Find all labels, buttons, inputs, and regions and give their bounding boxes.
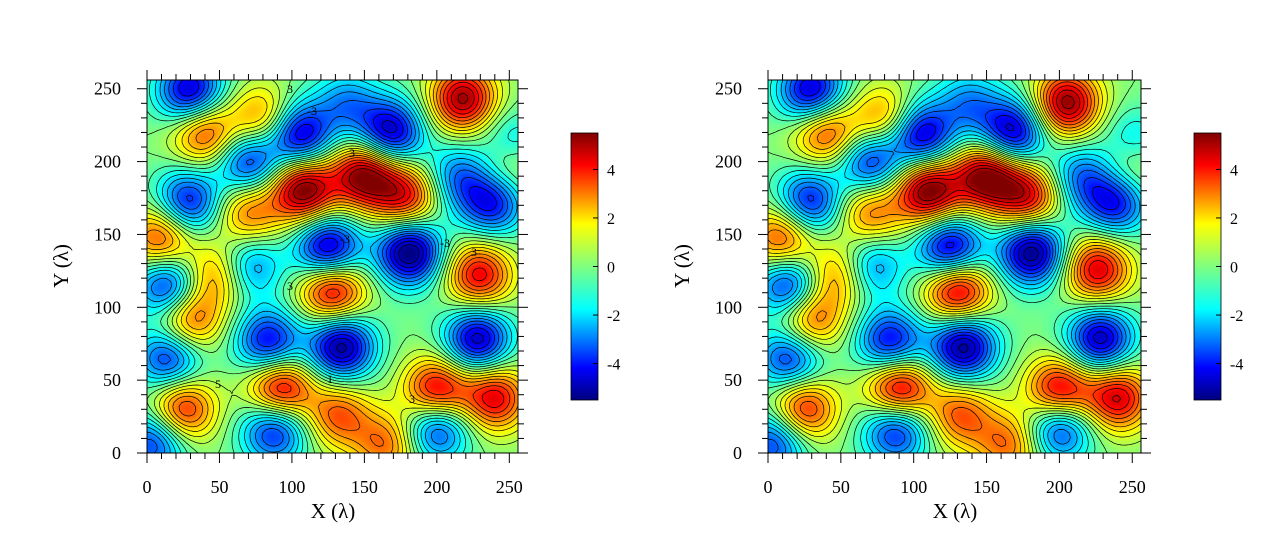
contour-label: 5 — [215, 377, 221, 391]
x-tick-label: 250 — [1119, 477, 1146, 497]
right-axis-ticks — [758, 70, 1151, 463]
colorbar-tick-label: -2 — [1230, 308, 1243, 325]
y-tick-label: 250 — [715, 79, 742, 99]
left-contour-lines — [146, 79, 519, 454]
right-heatmap-image — [768, 80, 1141, 453]
colorbar-tick-label: -2 — [607, 308, 620, 325]
colorbar-tick-label: 0 — [1230, 260, 1238, 277]
contour-label: 3 — [409, 392, 415, 406]
x-tick-label: 50 — [832, 477, 850, 497]
x-tick-label: 100 — [900, 477, 927, 497]
colorbar-tick-label: -4 — [607, 357, 620, 374]
colorbar-tick-label: 0 — [607, 260, 615, 277]
x-tick-label: 200 — [1046, 477, 1073, 497]
left-contour-labels: 3 3 3 3 3 -3 -3 -3 1 5 — [215, 82, 477, 406]
left-x-tick-labels: 0 50 100 150 200 250 — [143, 477, 523, 497]
right-colorbar: 4 2 0 -2 -4 — [1193, 132, 1243, 401]
right-colorbar-tick-labels: 4 2 0 -2 -4 — [1230, 162, 1243, 373]
x-tick-label: 250 — [496, 477, 523, 497]
y-tick-label: 100 — [715, 297, 742, 317]
x-tick-label: 50 — [210, 477, 228, 497]
colorbar-tick-label: -4 — [1230, 357, 1243, 374]
contour-label: 3 — [287, 279, 293, 293]
colorbar-tick-label: 4 — [607, 162, 615, 179]
left-colorbar-tick-labels: 4 2 0 -2 -4 — [607, 162, 620, 373]
y-tick-label: 100 — [94, 297, 121, 317]
left-axis-ticks — [137, 70, 528, 463]
left-colorbar: 4 2 0 -2 -4 — [570, 132, 620, 401]
right-y-tick-labels: 0 50 100 150 200 250 — [715, 79, 742, 463]
left-y-tick-labels: 0 50 100 150 200 250 — [94, 79, 121, 463]
right-colorbar-ticks — [1216, 168, 1221, 365]
right-plot-frame — [767, 79, 1142, 454]
left-x-axis-label: X (λ) — [311, 499, 356, 523]
contour-label: 3 — [349, 146, 355, 160]
contour-label: 3 — [471, 245, 477, 259]
y-tick-label: 150 — [715, 224, 742, 244]
colorbar-tick-label: 2 — [607, 211, 615, 228]
contour-label: 1 — [327, 372, 333, 386]
y-tick-label: 0 — [733, 443, 742, 463]
right-y-axis-label: Y (λ) — [670, 244, 694, 288]
left-y-axis-label: Y (λ) — [49, 244, 73, 288]
x-tick-label: 0 — [143, 477, 152, 497]
right-x-tick-labels: 0 50 100 150 200 250 — [764, 477, 1146, 497]
y-tick-label: 0 — [112, 443, 121, 463]
contour-label: -3 — [307, 104, 317, 118]
right-contour-lines — [767, 79, 1142, 454]
left-plot-frame — [146, 79, 519, 454]
x-tick-label: 200 — [423, 477, 450, 497]
y-tick-label: 50 — [103, 370, 121, 390]
y-tick-label: 50 — [724, 370, 742, 390]
contour-label: -3 — [440, 236, 450, 250]
y-tick-label: 150 — [94, 224, 121, 244]
x-tick-label: 150 — [351, 477, 378, 497]
contour-label: -3 — [340, 232, 350, 246]
x-tick-label: 150 — [973, 477, 1000, 497]
right-x-axis-label: X (λ) — [933, 499, 978, 523]
right-chart-panel: 0 50 100 150 200 250 0 50 100 150 200 250 X (λ) Y … — [670, 70, 1243, 523]
colorbar-tick-label: 4 — [1230, 162, 1238, 179]
y-tick-label: 250 — [94, 79, 121, 99]
x-tick-label: 0 — [764, 477, 773, 497]
y-tick-label: 200 — [94, 152, 121, 172]
colorbar-tick-label: 2 — [1230, 211, 1238, 228]
x-tick-label: 100 — [278, 477, 305, 497]
left-chart-panel: 3 3 3 3 3 -3 -3 -3 1 5 0 50 100 150 200 250 0 50 100 150 2… — [49, 70, 620, 523]
left-colorbar-ticks — [593, 168, 598, 365]
contour-label: 3 — [287, 82, 293, 96]
y-tick-label: 200 — [715, 152, 742, 172]
